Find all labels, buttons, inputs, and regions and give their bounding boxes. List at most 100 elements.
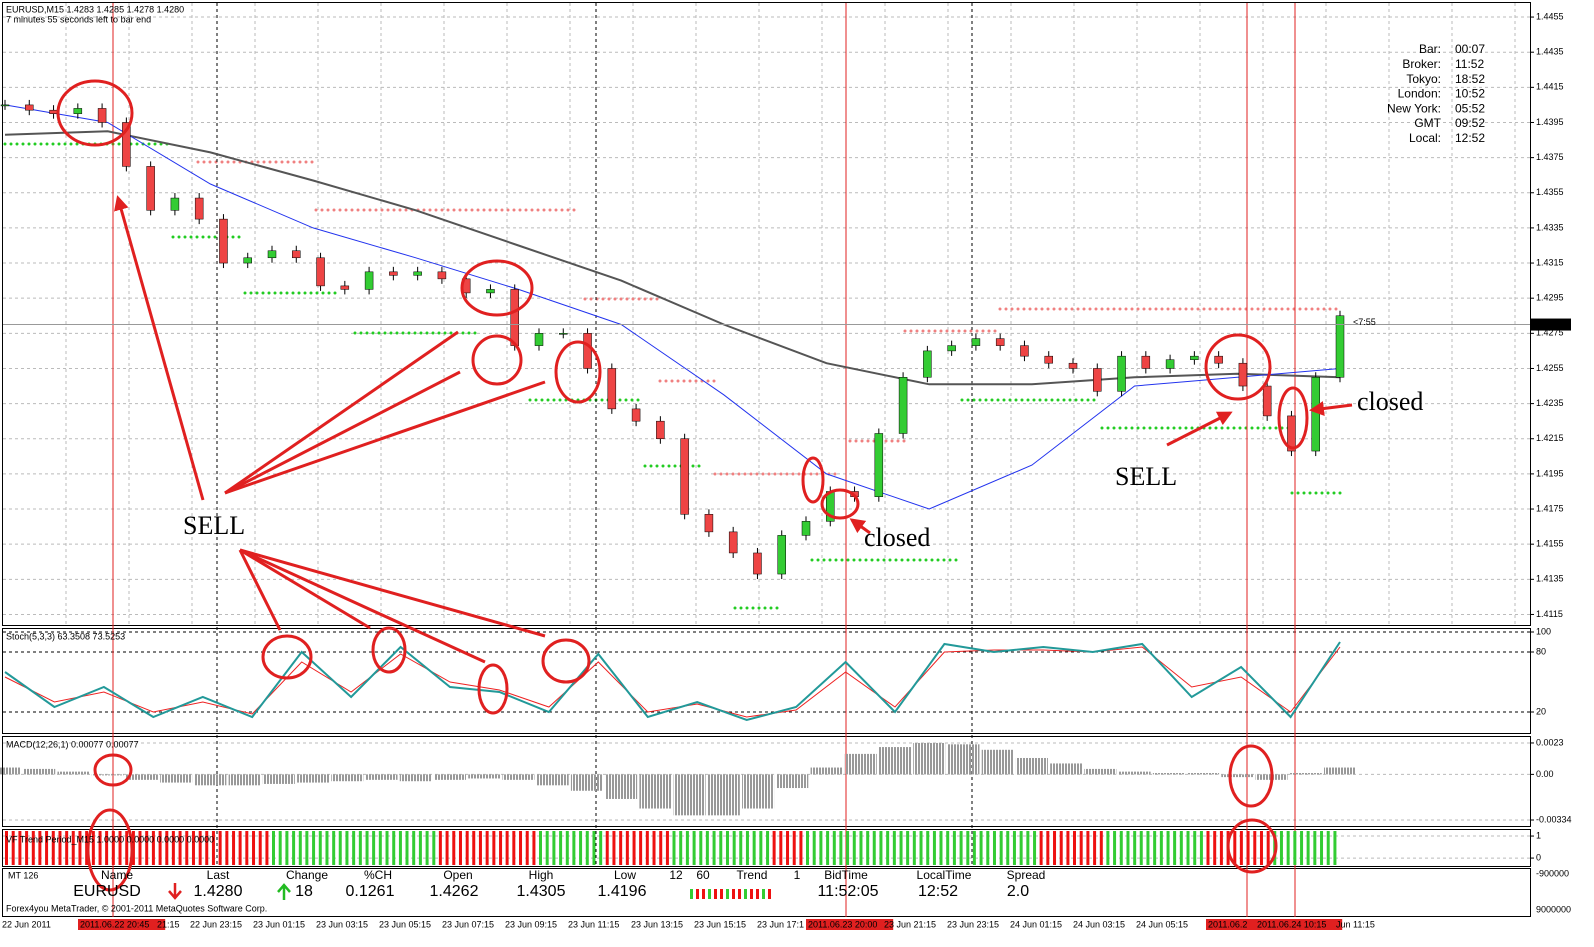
y-tick-label: 0.0023 — [1536, 737, 1564, 747]
macd-bar — [91, 774, 124, 776]
cell-value: 0.1261 — [346, 883, 395, 900]
y-tick-label: 1.4135 — [1536, 574, 1564, 584]
cell-value: 18 — [295, 883, 313, 900]
line — [4, 641, 1341, 722]
y-tick-label: -0.00334 — [1536, 814, 1572, 824]
mini-bar — [690, 889, 693, 899]
time-label: 2011.06.22 20:45 — [80, 919, 149, 929]
candle — [1311, 377, 1320, 452]
trend-bar — [205, 831, 209, 865]
plot — [0, 99, 1530, 865]
candle — [389, 271, 398, 276]
trend-bar — [772, 831, 776, 865]
candle — [25, 104, 34, 111]
candle — [1020, 345, 1029, 357]
trend-bar — [385, 831, 389, 865]
cell-value: 12:52 — [918, 883, 958, 900]
mini-bar — [744, 889, 747, 899]
trend-bar — [378, 831, 382, 865]
y-tick-label: 1.4395 — [1536, 117, 1564, 127]
cell-value: EURUSD — [73, 883, 141, 900]
trend-bar — [872, 831, 876, 865]
y-tick-label: 1.4175 — [1536, 503, 1564, 513]
y-tick-label: 100 — [1536, 626, 1551, 636]
trend-bar — [78, 831, 82, 865]
trend-bar — [98, 831, 102, 865]
panel-label: VF Trend Period_M15 1.0000 0.0000 0.0000… — [6, 834, 214, 844]
trend-bar — [1033, 831, 1037, 865]
trend-bar — [178, 831, 182, 865]
candle — [1214, 355, 1223, 364]
terminal-id: MT 126 — [8, 870, 38, 880]
clock-label: London: — [1398, 87, 1441, 101]
time-label: 23 Jun 15:15 — [694, 919, 746, 929]
trend-bar — [325, 831, 329, 865]
macd-bar — [1050, 763, 1083, 775]
candle — [874, 433, 884, 497]
trend-bar — [1219, 831, 1223, 865]
trend-bar — [298, 831, 302, 865]
mini-bar — [726, 889, 729, 899]
trend-bar — [679, 831, 683, 865]
trend-bar — [966, 831, 970, 865]
trend-bar — [1046, 831, 1050, 865]
time-label: 23 Jun 21:15 — [884, 919, 936, 929]
mini-bar — [714, 889, 717, 899]
trend-bar — [812, 831, 816, 865]
time-label: 23 Jun 01:15 — [253, 919, 305, 929]
time-label: 24 Jun 05:15 — [1136, 919, 1188, 929]
trend-bar — [358, 831, 362, 865]
trend-bar — [545, 831, 549, 865]
cell-value: 1.4262 — [430, 883, 479, 900]
macd-bar — [399, 774, 432, 782]
trend-bar — [999, 831, 1003, 865]
candle — [219, 218, 228, 264]
time-label: Jun 11:15 — [1336, 919, 1375, 929]
grid — [3, 3, 1534, 859]
trend-bar — [278, 831, 282, 865]
trend-bar — [559, 831, 563, 865]
candle — [97, 108, 107, 123]
trend-bar — [719, 831, 723, 865]
candle — [971, 338, 981, 346]
macd-bar — [23, 768, 56, 775]
candle — [146, 166, 155, 211]
macd-bar — [1118, 771, 1151, 775]
candle — [1165, 359, 1175, 369]
trend-bar — [539, 831, 542, 865]
time-label: 23 Jun 23:15 — [947, 919, 999, 929]
macd-bar — [1187, 773, 1220, 775]
candle — [437, 271, 447, 280]
trend-bar — [766, 831, 770, 865]
trend-bar — [906, 831, 910, 865]
candle — [656, 420, 665, 440]
candle — [801, 521, 811, 536]
clock-label: Tokyo: — [1406, 72, 1441, 86]
trend-bar — [1166, 831, 1170, 865]
trend-bar — [198, 831, 202, 865]
trend-bar — [398, 831, 402, 865]
time-label: 23 Jun 03:15 — [316, 919, 368, 929]
mini-bar — [708, 889, 711, 899]
candle — [1238, 362, 1248, 387]
annotation: closed — [1357, 387, 1423, 416]
trend-bar — [912, 831, 916, 865]
trend-bar — [1193, 831, 1197, 865]
price-box — [1531, 318, 1571, 331]
trend-bar — [585, 831, 589, 865]
candle — [1068, 362, 1078, 369]
macd-bar — [742, 774, 775, 809]
candle — [364, 271, 374, 290]
trend-bar — [252, 831, 256, 865]
trend-bar — [725, 831, 729, 865]
trend-bar — [265, 831, 269, 865]
trend-bar — [258, 831, 262, 865]
trend-bar — [18, 831, 22, 865]
candle — [510, 289, 519, 346]
trend-bar — [1026, 831, 1030, 865]
trend-bar — [272, 831, 275, 865]
candle — [122, 122, 131, 167]
trend-bar — [505, 831, 509, 865]
macd-bar — [331, 774, 364, 782]
trend-bar — [1113, 831, 1117, 865]
